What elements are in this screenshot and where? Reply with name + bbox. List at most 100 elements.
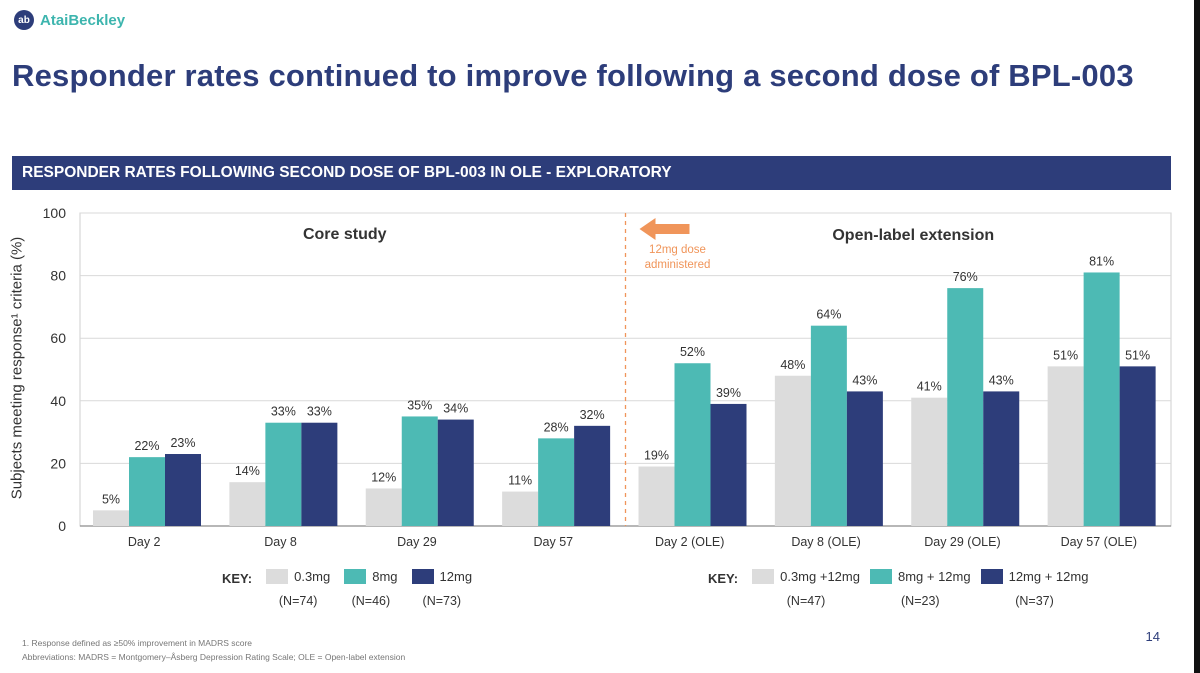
y-tick-label: 60 [50,330,66,346]
bar [1083,272,1120,526]
arrow-icon [639,218,656,240]
data-label: 14% [235,464,260,478]
data-label: 34% [443,402,468,416]
key-item-n: (N=74) [278,594,318,608]
x-tick-label: Day 29 (OLE) [924,535,1000,549]
bar [947,288,984,526]
bar [93,510,129,526]
key-core-label: KEY: [222,571,253,586]
x-tick-label: Day 57 (OLE) [1061,535,1137,549]
key-item-label: 12mg + 12mg [1008,569,1089,584]
key-core: KEY: 0.3mg (N=74) 8mg (N=46) 12mg (N=73) [222,569,472,608]
x-tick-label: Day 8 (OLE) [791,535,860,549]
key-item: 12mg + 12mg (N=37) [980,569,1089,608]
data-label: 81% [1089,254,1114,268]
footnote-abbreviations: Abbreviations: MADRS = Montgomery–Åsberg… [22,652,406,662]
x-tick-label: Day 8 [264,535,297,549]
bar [810,325,847,526]
bar [774,375,811,526]
key-item-label: 0.3mg +12mg [780,569,860,584]
section-label-core: Core study [303,226,387,243]
key-item-label: 8mg + 12mg [897,569,971,584]
key-swatch [411,569,434,584]
slide-title: Responder rates continued to improve fol… [12,58,1134,93]
key-item-label: 0.3mg [294,569,331,584]
data-label: 35% [407,398,432,412]
bar [846,391,883,526]
y-tick-label: 100 [43,205,67,221]
data-label: 11% [508,474,532,488]
x-tick-label: Day 29 [397,535,437,549]
bar [638,466,675,526]
section-label-ole: Open-label extension [832,227,994,244]
data-label: 43% [989,373,1014,387]
annotation-line2: administered [645,259,711,271]
data-label: 28% [544,420,569,434]
data-label: 76% [953,270,978,284]
footnote-response: 1. Response defined as ≥50% improvement … [22,638,253,648]
key-ole-label: KEY: [708,571,739,586]
bar [365,488,402,526]
data-label: 32% [580,408,605,422]
bar [710,403,747,526]
data-label: 52% [680,345,705,359]
data-label: 51% [1053,348,1078,362]
y-tick-label: 40 [50,393,66,409]
responder-rate-chart: 0 20 40 60 80 100 5% 22% 23% Day 2 14% 33% 33% Day 8 1… [43,205,1172,549]
key-swatch [344,569,367,584]
key-item-n: (N=47) [786,594,826,608]
x-tick-label: Day 57 [534,535,574,549]
bar [538,438,575,526]
bar [265,422,302,526]
data-label: 51% [1125,348,1150,362]
data-label: 12% [371,470,396,484]
data-label: 48% [780,358,805,372]
chart-banner: RESPONDER RATES FOLLOWING SECOND DOSE OF… [12,156,1171,190]
bar [301,422,338,526]
bar [401,416,438,526]
x-tick-label: Day 2 (OLE) [655,535,724,549]
brand-name: AtaiBeckley [40,11,126,29]
data-label: 33% [271,405,296,419]
bar [674,363,711,526]
key-item-n: (N=37) [1015,594,1054,608]
bar [1047,366,1084,526]
brand-logo: ab AtaiBeckley [14,10,125,30]
data-label: 43% [852,373,877,387]
key-item: 8mg + 12mg (N=23) [869,569,971,608]
bar [165,454,201,526]
key-item-label: 8mg [372,569,398,584]
bar [129,457,165,526]
bar [229,482,266,526]
data-label: 22% [134,439,159,453]
bar [911,397,948,526]
data-label: 5% [102,492,120,506]
key-item: 0.3mg (N=74) [266,569,330,608]
data-label: 64% [816,308,841,322]
key-item: 0.3mg +12mg (N=47) [752,569,860,608]
bar [437,419,474,526]
bar [574,425,611,526]
arrow-shaft [653,224,690,234]
data-label: 39% [716,386,741,400]
bar [983,391,1020,526]
data-label: 33% [307,405,332,419]
data-label: 41% [917,380,942,394]
key-item-n: (N=73) [422,594,462,608]
y-tick-label: 0 [58,518,66,534]
key-ole: KEY: 0.3mg +12mg (N=47) 8mg + 12mg (N=23) 12… [708,569,1088,608]
data-label: 19% [644,449,669,463]
x-tick-label: Day 2 [128,535,161,549]
key-item-n: (N=46) [351,594,391,608]
key-item-label: 12mg [439,569,473,584]
key-item: 12mg (N=73) [411,569,473,608]
key-swatch [980,569,1003,584]
data-label: 23% [170,436,195,450]
y-tick-label: 20 [50,455,66,471]
key-swatch [869,569,892,584]
key-item-n: (N=23) [901,594,940,608]
page-number: 14 [1145,629,1160,644]
screen-edge [1194,0,1200,673]
y-tick-label: 80 [50,268,66,284]
key-item: 8mg (N=46) [344,569,398,608]
